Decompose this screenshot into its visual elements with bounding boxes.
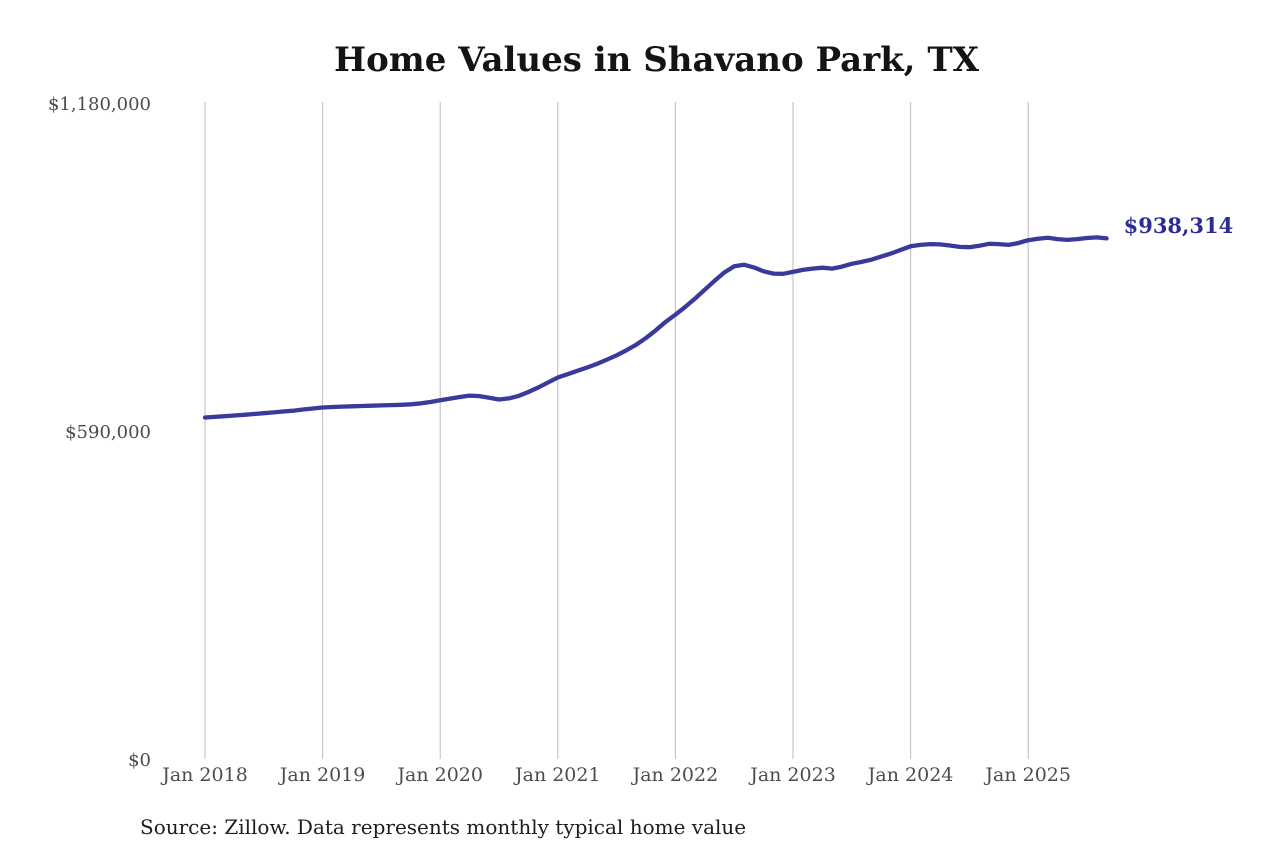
chart-title: Home Values in Shavano Park, TX bbox=[333, 40, 980, 80]
x-tick-label: Jan 2018 bbox=[160, 764, 248, 786]
gridlines bbox=[204, 102, 1029, 759]
x-tick-label: Jan 2025 bbox=[983, 764, 1071, 786]
x-tick-label: Jan 2023 bbox=[748, 764, 836, 786]
y-tick-label: $1,180,000 bbox=[48, 94, 151, 115]
y-tick-label: $0 bbox=[128, 750, 151, 771]
source-note: Source: Zillow. Data represents monthly … bbox=[140, 815, 747, 839]
home-value-series-line bbox=[202, 235, 1109, 420]
x-tick-label: Jan 2019 bbox=[278, 764, 366, 786]
y-axis-tick-labels: $0 $590,000 $1,180,000 bbox=[48, 94, 151, 771]
latest-value-label: $938,314 bbox=[1123, 213, 1234, 239]
x-axis-tick-labels: Jan 2018 Jan 2019 Jan 2020 Jan 2021 Jan 2022… bbox=[160, 764, 1071, 786]
x-tick-label: Jan 2021 bbox=[513, 764, 601, 786]
x-tick-label: Jan 2024 bbox=[866, 764, 954, 786]
x-tick-label: Jan 2020 bbox=[395, 764, 483, 786]
y-tick-label: $590,000 bbox=[65, 422, 151, 443]
x-tick-label: Jan 2022 bbox=[631, 764, 719, 786]
